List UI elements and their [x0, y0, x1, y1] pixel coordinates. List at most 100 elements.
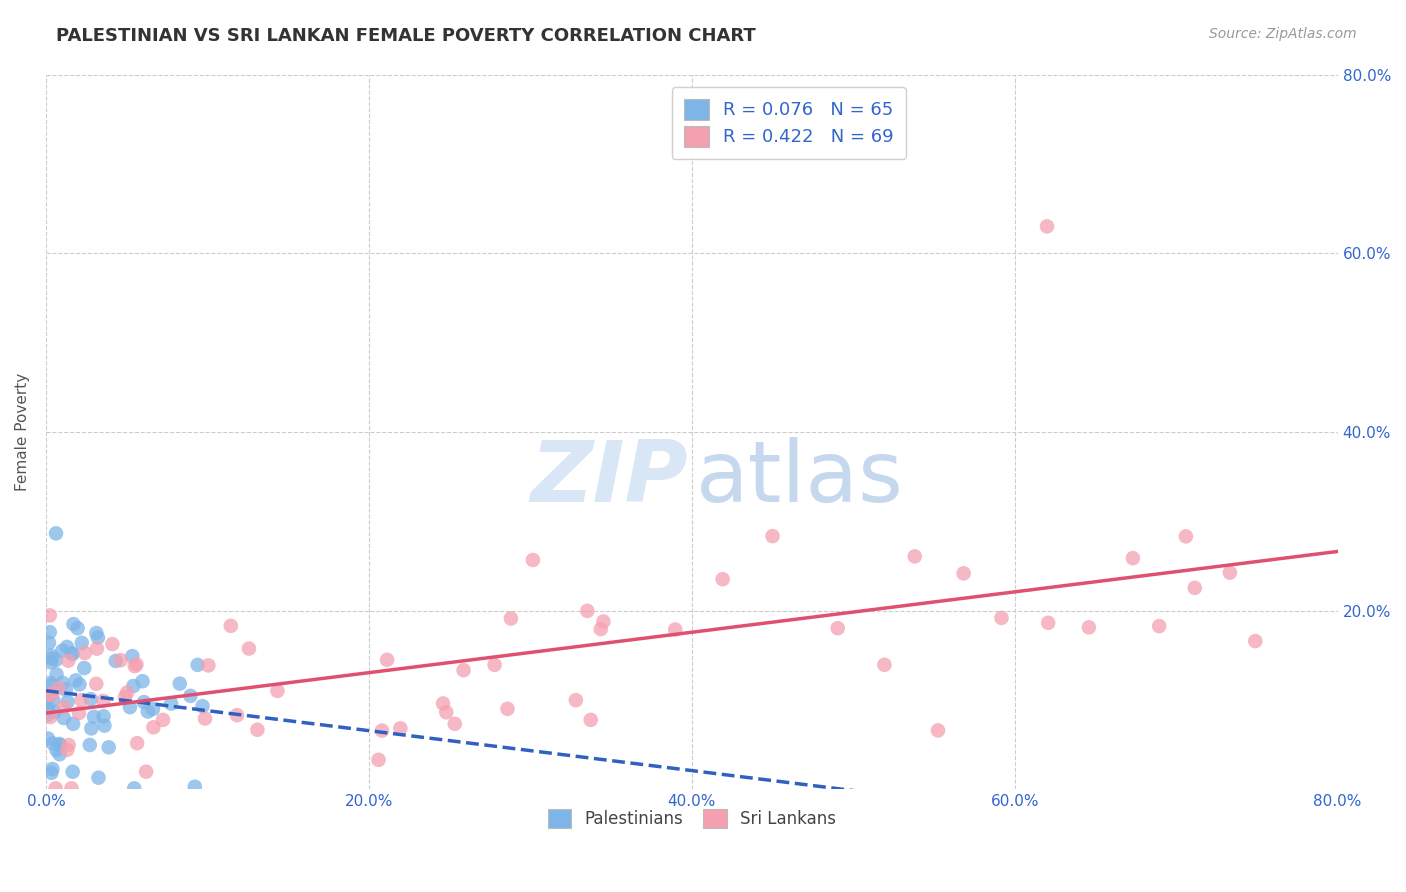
Point	[67, 706, 90, 720]
Point	[38, 636, 60, 650]
Point	[84, 677, 107, 691]
Point	[124, 659, 146, 673]
Point	[1219, 566, 1241, 580]
Point	[56, 695, 79, 709]
Point	[389, 722, 412, 736]
Point	[434, 705, 457, 719]
Text: atlas: atlas	[696, 437, 904, 520]
Point	[83, 710, 105, 724]
Point	[73, 646, 96, 660]
Point	[73, 661, 96, 675]
Point	[65, 673, 87, 688]
Point	[226, 708, 249, 723]
Point	[62, 764, 84, 779]
Point	[41, 688, 63, 702]
Point	[499, 611, 522, 625]
Point	[52, 711, 75, 725]
Point	[453, 663, 475, 677]
Point	[565, 693, 588, 707]
Point	[58, 654, 80, 668]
Text: PALESTINIAN VS SRI LANKAN FEMALE POVERTY CORRELATION CHART: PALESTINIAN VS SRI LANKAN FEMALE POVERTY…	[56, 27, 756, 45]
Point	[41, 762, 63, 776]
Point	[127, 736, 149, 750]
Point	[184, 780, 207, 794]
Point	[70, 636, 93, 650]
Point	[60, 781, 83, 796]
Y-axis label: Female Poverty: Female Poverty	[15, 373, 30, 491]
Point	[579, 713, 602, 727]
Point	[80, 722, 103, 736]
Legend: Palestinians, Sri Lankans: Palestinians, Sri Lankans	[541, 802, 842, 835]
Point	[62, 647, 84, 661]
Point	[41, 678, 63, 692]
Point	[110, 653, 132, 667]
Point	[873, 657, 896, 672]
Point	[48, 737, 70, 751]
Point	[37, 703, 59, 717]
Point	[125, 657, 148, 672]
Point	[38, 625, 60, 640]
Point	[39, 656, 62, 670]
Point	[39, 676, 62, 690]
Point	[39, 648, 62, 663]
Point	[432, 697, 454, 711]
Point	[927, 723, 949, 738]
Point	[93, 709, 115, 723]
Point	[44, 705, 66, 719]
Point	[1147, 619, 1170, 633]
Point	[197, 658, 219, 673]
Point	[56, 743, 79, 757]
Point	[37, 708, 59, 723]
Point	[711, 572, 734, 586]
Point	[238, 641, 260, 656]
Point	[41, 765, 63, 780]
Point	[70, 693, 93, 707]
Point	[55, 682, 77, 697]
Point	[191, 699, 214, 714]
Point	[66, 621, 89, 635]
Point	[104, 654, 127, 668]
Point	[1122, 551, 1144, 566]
Point	[56, 640, 79, 654]
Point	[51, 643, 73, 657]
Point	[42, 693, 65, 707]
Point	[49, 738, 72, 752]
Point	[42, 736, 65, 750]
Point	[122, 781, 145, 796]
Point	[246, 723, 269, 737]
Point	[132, 695, 155, 709]
Point	[37, 691, 59, 706]
Point	[194, 712, 217, 726]
Point	[135, 764, 157, 779]
Point	[827, 621, 849, 635]
Point	[87, 631, 110, 645]
Point	[58, 738, 80, 752]
Point	[576, 604, 599, 618]
Point	[1244, 634, 1267, 648]
Point	[1036, 615, 1059, 630]
Point	[87, 771, 110, 785]
Point	[589, 622, 612, 636]
Text: ZIP: ZIP	[530, 437, 688, 520]
Point	[45, 743, 67, 757]
Point	[39, 710, 62, 724]
Point	[37, 701, 59, 715]
Point	[1174, 529, 1197, 543]
Point	[118, 700, 141, 714]
Point	[37, 731, 59, 746]
Point	[142, 720, 165, 734]
Point	[45, 653, 67, 667]
Point	[79, 692, 101, 706]
Point	[1036, 219, 1059, 234]
Point	[664, 623, 686, 637]
Point	[38, 687, 60, 701]
Point	[69, 677, 91, 691]
Point	[761, 529, 783, 543]
Point	[91, 694, 114, 708]
Point	[160, 697, 183, 711]
Point	[86, 641, 108, 656]
Point	[952, 566, 974, 581]
Point	[179, 689, 201, 703]
Point	[443, 716, 465, 731]
Point	[266, 684, 288, 698]
